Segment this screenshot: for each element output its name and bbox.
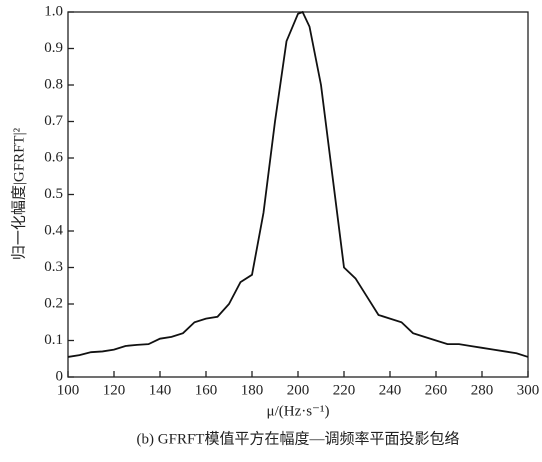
y-tick-label: 0.2 xyxy=(44,295,63,311)
x-tick-label: 280 xyxy=(471,382,494,398)
x-tick-label: 200 xyxy=(287,382,310,398)
y-axis-label: 归一化幅度|GFRFT|² xyxy=(10,127,27,260)
y-tick-label: 0.7 xyxy=(44,113,63,129)
x-tick-label: 300 xyxy=(517,382,540,398)
x-tick-label: 140 xyxy=(149,382,172,398)
x-axis-label: μ/(Hz·s⁻¹) xyxy=(267,403,330,419)
y-tick-label: 0.4 xyxy=(44,222,63,238)
y-tick-label: 0.8 xyxy=(44,76,63,92)
y-tick-label: 0.6 xyxy=(44,149,63,165)
data-line xyxy=(67,10,529,358)
x-tick-label: 100 xyxy=(57,382,80,398)
x-tick-label: 160 xyxy=(195,382,218,398)
y-tick-label: 0.3 xyxy=(44,259,63,275)
x-tick-label: 120 xyxy=(103,382,126,398)
x-tick-label: 180 xyxy=(241,382,264,398)
y-tick-label: 0.9 xyxy=(44,40,63,56)
x-tick-label: 220 xyxy=(333,382,356,398)
y-tick-label: 0 xyxy=(56,368,64,384)
x-tick-label: 240 xyxy=(379,382,402,398)
y-tick-label: 1.0 xyxy=(44,3,63,19)
y-tick-label: 0.1 xyxy=(44,332,63,348)
plot-frame xyxy=(67,11,529,378)
y-tick-label: 0.5 xyxy=(44,186,63,202)
x-tick-label: 260 xyxy=(425,382,448,398)
caption: (b) GFRFT模值平方在幅度—调频率平面投影包络 xyxy=(137,430,460,447)
